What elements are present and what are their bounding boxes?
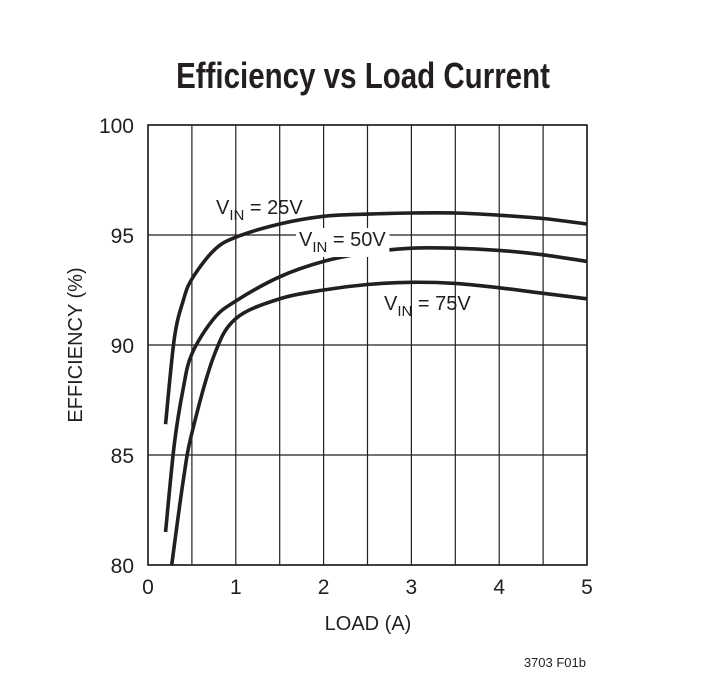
label-main: V — [384, 293, 398, 315]
x-tick-label: 3 — [406, 576, 418, 599]
label-rest: = 75V — [412, 293, 471, 315]
x-tick-label: 5 — [581, 576, 593, 599]
label-main: V — [216, 197, 230, 219]
title-group: Efficiency vs Load Current — [176, 55, 550, 95]
x-tick-label: 1 — [230, 576, 242, 599]
x-tick-label: 0 — [142, 576, 154, 599]
series-label-group: VIN = 25V — [216, 197, 303, 224]
x-tick-label: 2 — [318, 576, 330, 599]
footnote: 3703 F01b — [524, 655, 586, 670]
series-label-group: VIN = 50V — [296, 228, 390, 257]
label-subscript: IN — [397, 303, 412, 320]
y-tick-label: 90 — [111, 335, 134, 358]
y-tick-label: 100 — [99, 115, 134, 138]
chart-title: Efficiency vs Load Current — [176, 55, 550, 95]
x-tick-label: 4 — [493, 576, 505, 599]
series-label: VIN = 25V — [216, 197, 303, 224]
label-rest: = 25V — [244, 197, 303, 219]
label-main: V — [299, 229, 313, 251]
x-axis-label: LOAD (A) — [325, 613, 412, 635]
label-subscript: IN — [229, 207, 244, 224]
y-tick-label: 80 — [111, 555, 134, 578]
y-tick-label: 85 — [111, 445, 134, 468]
series-label: VIN = 75V — [384, 293, 471, 320]
y-tick-label: 95 — [111, 225, 134, 248]
y-axis-label: EFFICIENCY (%) — [65, 267, 87, 422]
series-line — [163, 210, 588, 425]
label-background — [296, 228, 390, 257]
series-line — [163, 245, 588, 533]
label-rest: = 50V — [327, 229, 386, 251]
series-label-group: VIN = 75V — [384, 293, 471, 320]
plot-frame — [147, 124, 588, 566]
series-label: VIN = 50V — [299, 229, 386, 256]
series-line — [169, 280, 588, 566]
label-subscript: IN — [312, 239, 327, 256]
